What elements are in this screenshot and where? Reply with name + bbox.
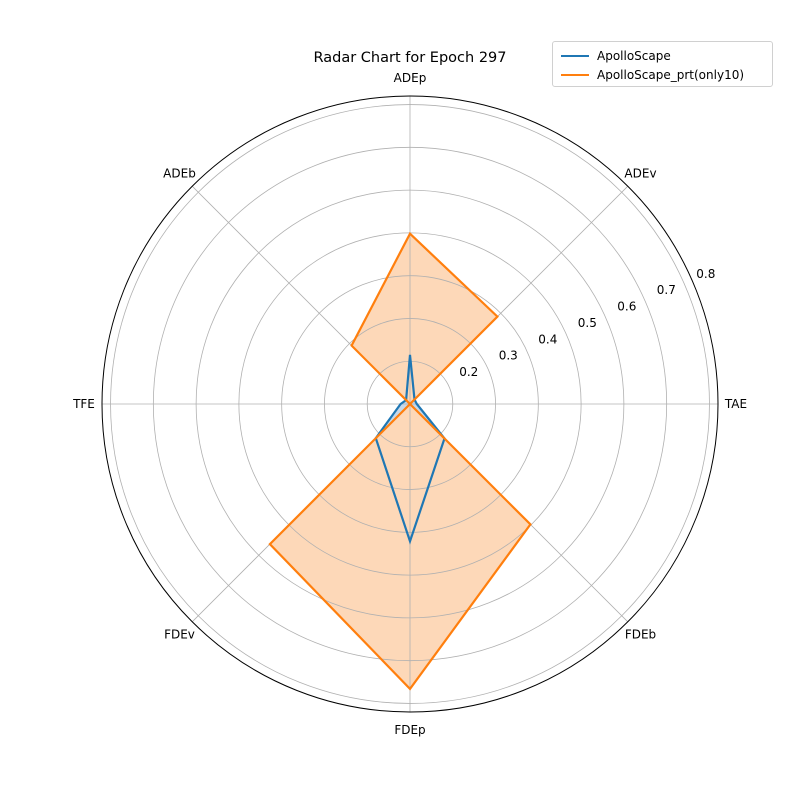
category-label-fdep: FDEp: [394, 723, 425, 737]
category-label-fdev: FDEv: [164, 628, 195, 642]
radial-tick-labels: 0.2 0.3 0.4 0.5 0.6 0.7 0.8: [459, 267, 715, 379]
category-label-tfe: TFE: [72, 397, 95, 411]
r-tick-label: 0.6: [617, 300, 636, 314]
series-fills: [269, 233, 531, 689]
category-label-adev: ADEv: [624, 167, 656, 181]
legend-swatch: [561, 54, 589, 57]
legend-label: ApolloScape: [597, 48, 671, 63]
category-label-fdeb: FDEb: [625, 628, 656, 642]
r-tick-label: 0.5: [578, 316, 597, 330]
legend-item-apolloscape: ApolloScape: [561, 46, 764, 65]
category-label-adep: ADEp: [394, 71, 427, 85]
category-label-adeb: ADEb: [163, 167, 196, 181]
category-label-tae: TAE: [724, 397, 747, 411]
r-tick-label: 0.4: [538, 332, 557, 346]
series-fill-1: [269, 233, 531, 689]
r-tick-label: 0.3: [499, 349, 518, 363]
chart-title: Radar Chart for Epoch 297: [314, 50, 507, 66]
legend: ApolloScape ApolloScape_prt(only10): [552, 41, 773, 87]
series-line-0: [374, 354, 446, 545]
r-tick-label: 0.2: [459, 365, 478, 379]
r-tick-label: 0.7: [657, 283, 676, 297]
legend-item-apolloscape-prt: ApolloScape_prt(only10): [561, 65, 764, 84]
r-tick-label: 0.8: [696, 267, 715, 281]
legend-label: ApolloScape_prt(only10): [597, 67, 745, 82]
series-line-1: [268, 231, 532, 691]
legend-swatch: [561, 73, 589, 76]
category-labels: TAE ADEv ADEp ADEb TFE FDEv FDEp FDEb: [72, 71, 747, 737]
outer-ring: [101, 95, 719, 713]
series-lines: [268, 231, 532, 691]
